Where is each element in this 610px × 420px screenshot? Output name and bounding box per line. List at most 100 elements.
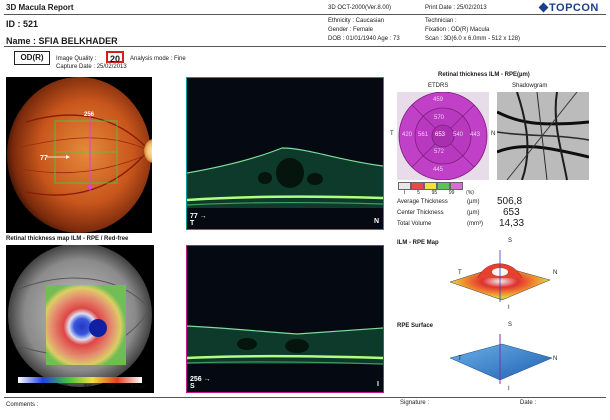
rpe-dir-t: T (458, 356, 462, 362)
etdrs-dir-n: N (491, 131, 496, 137)
etdrs-legend-bar (398, 182, 463, 190)
etdrs-inf-inner: 572 (434, 149, 445, 155)
bscan-bottom-left-value: 256 (190, 376, 202, 383)
scale-ticks: 0 100 200 300 400 500µm (18, 384, 146, 390)
measurement-unit: (µm) (467, 210, 480, 216)
etdrs-label: ETDRS (428, 83, 449, 89)
etdrs-section-title: Retinal thickness ILM - RPE(µm) (438, 72, 530, 78)
shadowgram-label: Shadowgram (512, 83, 548, 89)
measurement-value: 506,8 (497, 196, 523, 207)
measurement-value: 14,33 (499, 218, 525, 229)
bscan-vertical-image (187, 325, 383, 365)
fundus-marker-left: 77 (40, 155, 48, 162)
etdrs-center: 653 (435, 132, 446, 138)
bscan-top-right-dir: N (373, 218, 379, 225)
legend-tick: 99 (448, 190, 455, 196)
measurement-row: Center Thickness (µm) 653 (397, 207, 527, 218)
ilm-rpe-dir-s: S (508, 238, 513, 244)
measurement-label: Average Thickness (397, 199, 448, 205)
redfree-image (8, 245, 152, 387)
bscan-horizontal[interactable]: 77 → T N (186, 77, 384, 230)
bscan-bottom-left-dir: S (190, 383, 195, 390)
legend-swatch (398, 182, 411, 190)
measurement-row: Total Volume (mm³) 14,33 (397, 218, 527, 229)
topcon-logo: TOPCON (538, 2, 599, 14)
measurement-value: 653 (503, 207, 520, 218)
scale-tick: 100 (36, 384, 45, 390)
ilm-rpe-dir-n: N (553, 270, 558, 276)
header-divider (4, 14, 606, 15)
rpe-surface-3d[interactable] (440, 330, 560, 392)
shadowgram-texture (497, 92, 589, 180)
fixation: Fixation : OD(R) Macula (425, 27, 490, 33)
fundus-photo[interactable]: 256 77 (6, 77, 152, 233)
legend-tick: (%) (466, 190, 474, 196)
etdrs-sup-inner: 570 (434, 115, 445, 121)
eye-badge: OD(R) (14, 51, 50, 65)
measurement-unit: (µm) (467, 199, 480, 205)
comments-label: Comments : (6, 402, 39, 408)
etdrs-temp-outer: 420 (402, 132, 413, 138)
legend-swatch (450, 182, 463, 190)
legend-swatch (437, 182, 450, 190)
measurement-unit: (mm³) (467, 221, 483, 227)
thickness-map-title: Retinal thickness map ILM - RPE / Red-fr… (6, 236, 129, 242)
ilm-rpe-map-title: ILM - RPE Map (397, 240, 439, 246)
bscan-top-left-value: 77 (190, 213, 198, 220)
image-quality-value: 20 (106, 51, 124, 64)
dob-age: DOB : 01/01/1940 Age : 73 (328, 36, 400, 42)
ilm-rpe-dir-i: I (508, 305, 510, 311)
etdrs-top: 459 (433, 97, 444, 103)
bscan-bottom-left-label: 256 → S (190, 376, 211, 390)
legend-swatch (411, 182, 424, 190)
thickness-map-redfree[interactable]: 0 100 200 300 400 500µm (6, 245, 154, 393)
shadowgram-image[interactable] (497, 92, 589, 180)
rpe-dir-i: I (508, 386, 510, 392)
patient-name: Name : SFIA BELKHADER (6, 36, 118, 46)
legend-tick: 95 (431, 190, 438, 196)
fundus-image (7, 77, 152, 233)
scale-tick: 200 (59, 384, 69, 390)
rpe-dir-n: N (553, 356, 558, 362)
measurement-label: Center Thickness (397, 210, 444, 216)
device-version: 3D OCT-2000(Ver.8.00) (328, 5, 392, 11)
ilm-rpe-3d-map[interactable] (440, 238, 560, 310)
etdrs-legend-ticks: I 5 95 99 (%) (404, 190, 474, 196)
ethnicity: Ethnicity : Caucasian (328, 18, 385, 24)
etdrs-grid (397, 92, 489, 180)
print-date: Print Date : 25/02/2013 (425, 5, 487, 11)
patient-id: ID : 521 (6, 19, 39, 29)
bscan-bottom-right-dir: I (377, 381, 379, 388)
gender: Gender : Female (328, 27, 374, 33)
etdrs-map[interactable]: 459 570 420 561 653 540 443 572 445 (397, 92, 489, 180)
bscan-top-left-label: 77 → T (190, 213, 207, 227)
scale-tick: 500µm (130, 384, 146, 390)
legend-tick: 5 (417, 190, 420, 196)
fundus-marker-top: 256 (84, 112, 95, 118)
etdrs-bottom: 445 (433, 167, 444, 173)
scale-tick: 300 (83, 384, 92, 390)
scale-tick: 0 (18, 384, 21, 390)
ilm-rpe-dir-t: T (458, 270, 462, 276)
capture-date: Capture Date : 25/02/2013 (56, 64, 127, 70)
ilm-rpe-surface-image (449, 250, 551, 302)
date-label: Date : (520, 400, 537, 406)
etdrs-nasal-inner: 540 (453, 132, 464, 138)
bscan-vertical[interactable]: 256 → S I (186, 245, 384, 393)
header-divider-2 (4, 46, 606, 47)
bscan-horizontal-image (187, 147, 383, 208)
legend-swatch (424, 182, 437, 190)
footer-divider (4, 397, 606, 398)
rpe-surface-image (449, 334, 553, 384)
scale-tick: 400 (106, 384, 116, 390)
signature-label: Signature : (400, 400, 430, 406)
technician: Technician : (425, 18, 457, 24)
scan-protocol: Scan : 3D(6.0 x 6.0mm - 512 x 128) (425, 36, 521, 42)
measurement-row: Average Thickness (µm) 506,8 (397, 196, 527, 207)
etdrs-temp-inner: 561 (418, 132, 429, 138)
rpe-dir-s: S (508, 322, 513, 328)
bscan-top-left-dir: T (190, 220, 195, 227)
legend-tick: I (404, 190, 406, 196)
rpe-surface-title: RPE Surface (397, 323, 434, 329)
image-quality-label: Image Quality : (56, 56, 97, 62)
